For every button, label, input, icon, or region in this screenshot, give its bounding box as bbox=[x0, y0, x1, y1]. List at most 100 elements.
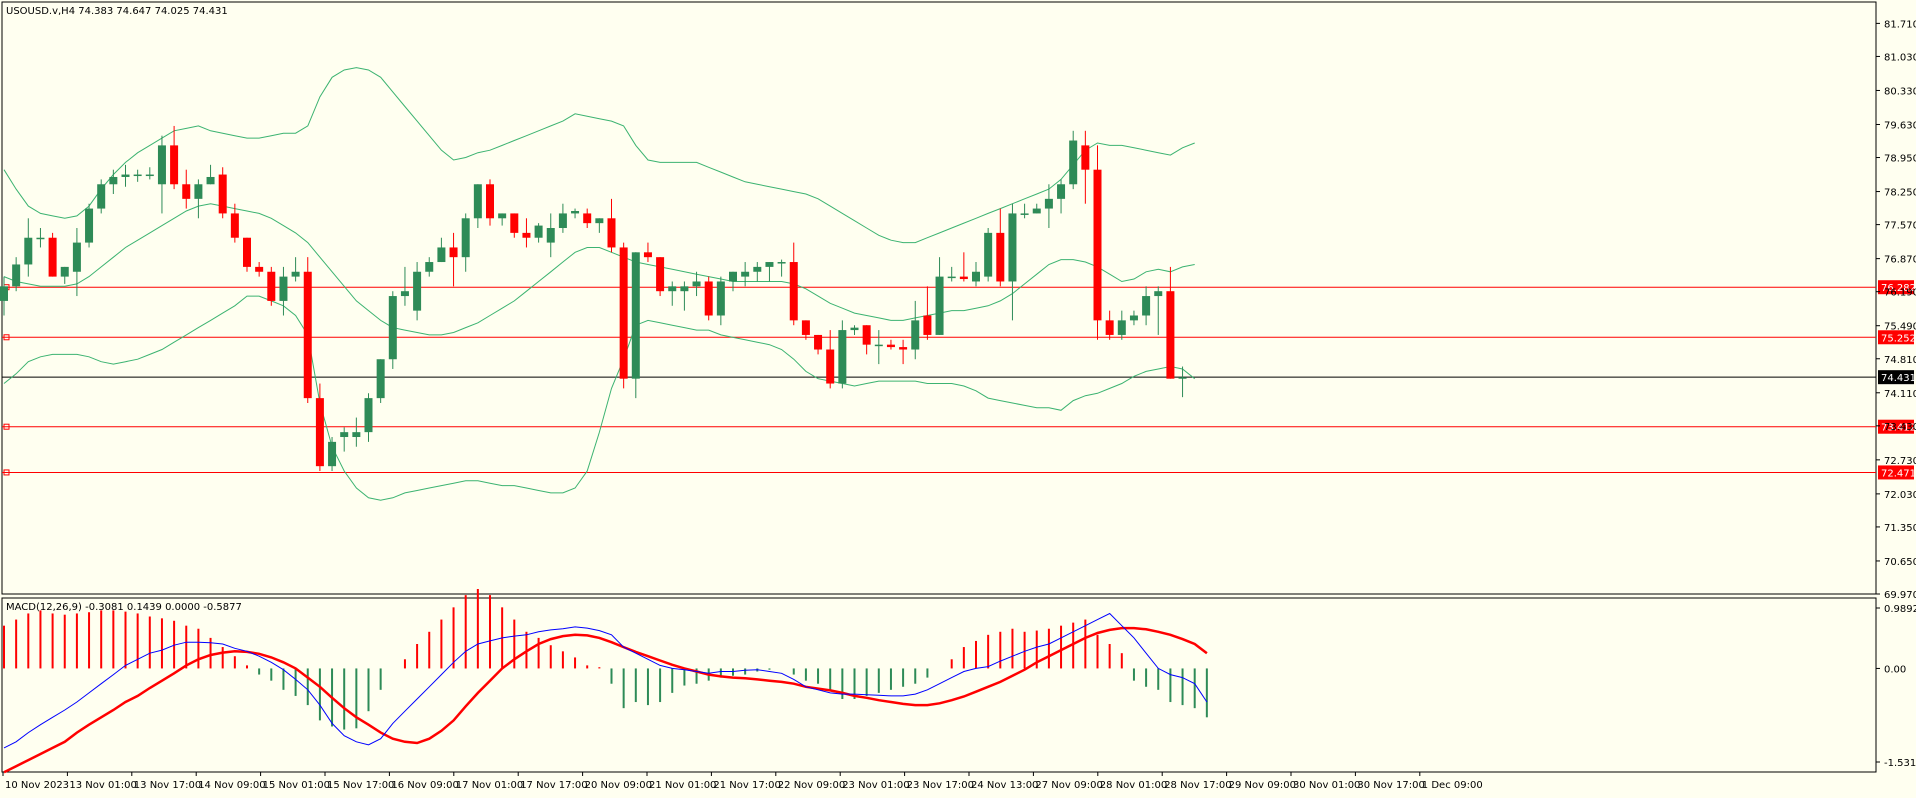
bear-candle bbox=[923, 315, 932, 335]
price-tick-label: 72.030 bbox=[1884, 490, 1916, 501]
bull-candle bbox=[1069, 140, 1078, 185]
bear-candle bbox=[267, 271, 276, 301]
bear-candle bbox=[1093, 169, 1102, 321]
bull-candle bbox=[558, 213, 567, 229]
bull-candle bbox=[72, 242, 81, 272]
time-tick-label: 10 Nov 2023 bbox=[5, 780, 69, 791]
bb-lower-band bbox=[3, 295, 1196, 501]
level-anchor bbox=[3, 334, 10, 341]
level-anchor bbox=[3, 423, 10, 430]
bear-candle bbox=[704, 281, 713, 316]
bear-candle bbox=[862, 325, 871, 345]
bull-candle bbox=[364, 398, 373, 433]
bull-candle bbox=[874, 344, 883, 347]
bull-candle bbox=[741, 271, 750, 277]
time-tick-label: 15 Nov 17:00 bbox=[327, 780, 394, 791]
bollinger-bands bbox=[3, 67, 1196, 501]
bull-candle bbox=[1044, 198, 1053, 209]
level-tag bbox=[1878, 280, 1914, 295]
macd-axis: 0.9892 0.00 -1.5312 bbox=[1876, 604, 1916, 769]
bull-candle bbox=[425, 262, 434, 272]
level-tag bbox=[1878, 419, 1914, 434]
time-tick-label: 30 Nov 01:00 bbox=[1293, 780, 1360, 791]
time-tick-label: 14 Nov 09:00 bbox=[198, 780, 265, 791]
bull-candle bbox=[12, 264, 21, 287]
bear-candle bbox=[607, 218, 616, 248]
price-tick-label: 70.650 bbox=[1884, 557, 1916, 568]
macd-tick-label: 0.00 bbox=[1884, 664, 1906, 675]
macd-tick-label: -1.5312 bbox=[1884, 758, 1916, 769]
bear-candle bbox=[996, 232, 1005, 282]
price-tick-label: 80.330 bbox=[1884, 86, 1916, 97]
bull-candle bbox=[838, 330, 847, 384]
level-tag-label: 76.282 bbox=[1881, 283, 1916, 294]
price-tick-label: 78.250 bbox=[1884, 188, 1916, 199]
bull-candle bbox=[388, 296, 397, 360]
bull-candle bbox=[24, 237, 33, 265]
time-tick-label: 1 Dec 09:00 bbox=[1422, 780, 1483, 791]
price-tick-label: 71.350 bbox=[1884, 523, 1916, 534]
bear-candle bbox=[230, 213, 239, 238]
price-tick-label: 76.870 bbox=[1884, 255, 1916, 266]
bull-candle bbox=[498, 213, 507, 219]
time-tick-label: 22 Nov 09:00 bbox=[778, 780, 845, 791]
bull-candle bbox=[911, 320, 920, 350]
bull-candle bbox=[1008, 213, 1017, 282]
bull-candle bbox=[291, 271, 300, 277]
bull-candle bbox=[1129, 315, 1138, 321]
bull-candle bbox=[157, 145, 166, 185]
bear-candle bbox=[255, 266, 264, 272]
bull-candle bbox=[60, 266, 69, 277]
bear-candle bbox=[814, 334, 823, 350]
bull-candle bbox=[206, 176, 215, 185]
macd-histogram bbox=[3, 589, 1208, 730]
level-anchor bbox=[3, 469, 10, 476]
current-price-label: 74.431 bbox=[1881, 373, 1916, 384]
bull-candle bbox=[1057, 184, 1066, 199]
macd-lines bbox=[3, 612, 1208, 774]
bear-candle bbox=[1081, 145, 1090, 170]
bear-candle bbox=[826, 349, 835, 384]
bull-candle bbox=[1154, 291, 1163, 297]
price-tick-label: 73.430 bbox=[1884, 422, 1916, 433]
bull-candle bbox=[571, 210, 580, 214]
time-tick-label: 21 Nov 17:00 bbox=[713, 780, 780, 791]
bull-candle bbox=[1117, 320, 1126, 335]
time-tick-label: 28 Nov 17:00 bbox=[1164, 780, 1231, 791]
bull-candle bbox=[145, 174, 154, 177]
bull-candle bbox=[680, 286, 689, 292]
bull-candle bbox=[850, 327, 859, 331]
bear-candle bbox=[522, 232, 531, 238]
bull-candle bbox=[121, 174, 130, 177]
bull-candle bbox=[729, 271, 737, 282]
bull-candle bbox=[668, 286, 677, 292]
time-tick-label: 21 Nov 01:00 bbox=[649, 780, 716, 791]
bear-candle bbox=[959, 276, 968, 280]
bull-candle bbox=[376, 359, 385, 399]
macd-pane[interactable]: 0.9892 0.00 -1.5312 MACD(12,26,9) -0.3081 … bbox=[1, 589, 1916, 774]
horizontal-levels: 76.282 75.252 73.412 72.471 74.431 bbox=[2, 280, 1916, 480]
bull-candle bbox=[753, 266, 762, 272]
bull-candle bbox=[935, 276, 944, 335]
bear-candle bbox=[510, 213, 519, 233]
time-tick-label: 23 Nov 01:00 bbox=[842, 780, 909, 791]
bull-candle bbox=[85, 208, 94, 243]
price-tick-label: 81.030 bbox=[1884, 52, 1916, 63]
macd-info-label: MACD(12,26,9) -0.3081 0.1439 0.0000 -0.5… bbox=[6, 602, 242, 613]
bull-candle bbox=[546, 228, 555, 243]
bull-candle bbox=[716, 281, 725, 316]
bear-candle bbox=[1166, 291, 1175, 379]
bear-candle bbox=[886, 344, 895, 348]
macd-tick-label: 0.9892 bbox=[1884, 604, 1916, 615]
bear-candle bbox=[182, 184, 191, 199]
bull-candle bbox=[194, 184, 203, 199]
bull-candle bbox=[1178, 377, 1187, 379]
bear-candle bbox=[899, 347, 908, 350]
bear-candle bbox=[315, 398, 324, 467]
time-tick-label: 30 Nov 17:00 bbox=[1357, 780, 1424, 791]
time-tick-label: 28 Nov 01:00 bbox=[1100, 780, 1167, 791]
bull-candle bbox=[413, 271, 422, 311]
